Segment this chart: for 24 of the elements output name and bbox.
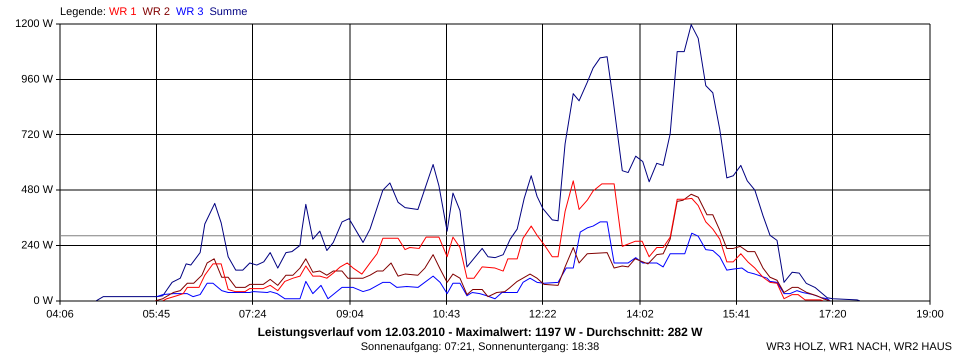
x-tick-label: 17:20 <box>818 308 846 320</box>
x-tick-label: 09:04 <box>336 308 364 320</box>
text: Summe <box>209 6 248 18</box>
y-tick-label: 240 W <box>21 239 54 252</box>
text: WR 3 <box>176 6 204 18</box>
x-tick-label: 19:00 <box>916 308 944 320</box>
x-tick-label: 05:45 <box>142 308 170 320</box>
y-tick-label: 1200 W <box>15 18 54 30</box>
text: Leistungsverlauf vom 12.03.2010 - Maximalwert: 1197 W - Durchschnitt: 282 W <box>256 325 704 339</box>
x-tick-label: 15:41 <box>722 308 750 320</box>
y-tick-label: 960 W <box>21 73 54 86</box>
text: WR 2 <box>142 6 170 18</box>
x-tick-label: 04:06 <box>46 308 74 320</box>
text: WR3 HOLZ, WR1 NACH, WR2 HAUS <box>766 341 952 353</box>
x-tick-label: 12:22 <box>528 308 556 320</box>
legend-title: Legende: <box>60 6 106 18</box>
y-tick-label: 480 W <box>21 184 54 196</box>
y-tick-label: 720 W <box>21 128 54 141</box>
y-tick-label: 0 W <box>33 294 54 307</box>
x-tick-label: 07:24 <box>238 308 266 320</box>
x-tick-label: 14:02 <box>626 308 654 320</box>
x-tick-label: 10:43 <box>432 308 460 320</box>
text: Sonnenaufgang: 07:21, Sonnenuntergang: 18:38 <box>360 341 600 353</box>
text: WR 1 <box>108 6 136 18</box>
